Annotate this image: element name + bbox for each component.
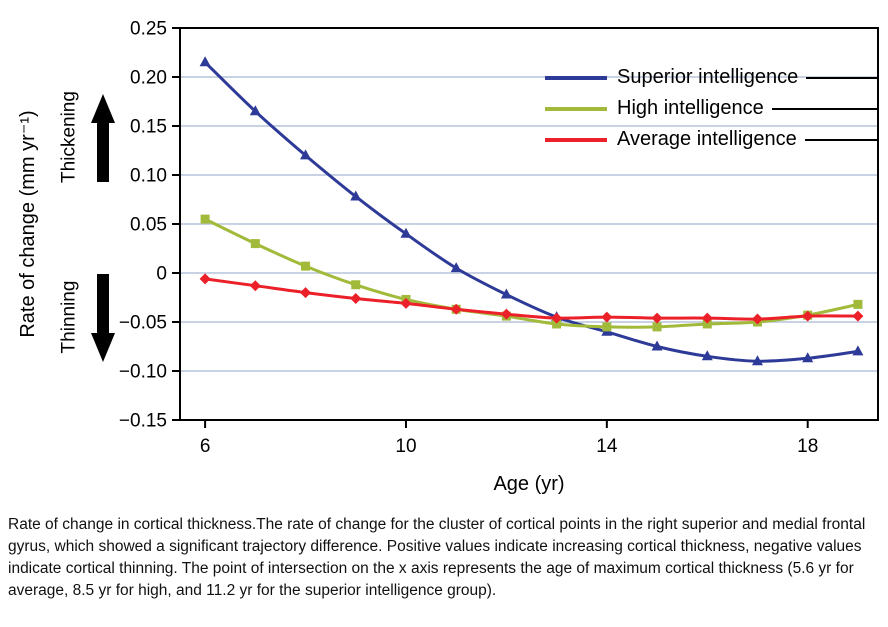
diamond-marker [802,310,814,322]
y-tick-label: 0.10 [130,166,167,187]
plot-layer: 0.25 0.20 0.15 0.10 0.05 0 −0.05 −0.10 −0.15 6 10 1… [119,19,879,457]
chart-area: Rate of change (mm yr⁻¹) Thickening Thin… [17,19,879,495]
y-tick-label: 0.20 [130,68,167,89]
thickening-arrow-icon [91,94,115,182]
y-tick-label: 0.05 [130,215,167,236]
triangle-marker [500,288,512,299]
square-marker [552,319,562,329]
legend-line-high [545,106,607,111]
diamond-marker [601,311,613,323]
legend-item-superior: Superior intelligence [545,62,878,93]
triangle-marker [350,190,362,201]
x-tick-label: 6 [200,436,211,457]
thinning-label: Thinning [59,281,80,354]
triangle-marker [400,227,412,238]
diamond-marker [551,312,563,324]
diamond-marker [300,287,312,299]
legend-line-average [545,137,607,142]
y-tick-label: −0.05 [119,313,167,334]
triangle-marker [852,345,864,356]
thinning-arrow-icon [91,274,115,362]
legend-rule [804,138,878,141]
x-tick-label: 14 [596,436,618,457]
y-axis-title: Rate of change (mm yr⁻¹) [17,110,39,337]
legend-item-average: Average intelligence [545,124,878,155]
triangle-marker [751,355,763,366]
figure-caption: Rate of change in cortical thickness.The… [8,516,866,599]
diamond-marker [651,312,663,324]
y-tick-label: 0 [156,264,167,285]
diamond-marker [400,297,412,309]
x-axis-title: Age (yr) [493,473,564,495]
triangle-marker [701,350,713,361]
y-tick-label: 0.15 [130,117,167,138]
square-marker [351,280,361,290]
diamond-marker [500,308,512,320]
diamond-marker [701,312,713,324]
x-tick-label: 18 [797,436,818,457]
triangle-marker [300,149,312,160]
legend-label-superior: Superior intelligence [617,66,799,88]
triangle-marker [450,262,462,273]
triangle-marker [199,56,211,67]
square-marker [250,239,260,249]
square-marker [301,261,311,271]
legend-rule [806,76,878,79]
y-tick-label: 0.25 [130,19,167,40]
thickening-label: Thickening [59,91,80,183]
y-tick-label: −0.15 [119,411,167,432]
legend: Superior intelligence High intelligence … [545,62,878,155]
triangle-marker [249,105,261,116]
x-tick-label: 10 [395,436,416,457]
legend-item-high: High intelligence [545,93,878,124]
line-chart: Rate of change (mm yr⁻¹) Thickening Thin… [17,19,879,495]
diamond-marker [751,313,763,325]
y-tick-label: −0.10 [119,362,167,383]
series-line-diamond [203,277,860,321]
diamond-marker [852,310,864,322]
square-marker [853,299,863,309]
diamond-marker [350,292,362,304]
legend-label-average: Average intelligence [617,128,797,150]
legend-label-high: High intelligence [617,97,764,119]
triangle-marker [802,352,814,363]
legend-rule [771,107,878,110]
legend-line-superior [545,75,607,80]
square-marker [702,319,712,329]
triangle-marker [651,340,663,351]
square-marker [602,322,612,332]
diamond-marker [450,303,462,315]
square-marker [652,322,662,332]
diamond-marker [199,273,211,285]
square-marker [200,214,210,224]
diamond-marker [249,280,261,292]
